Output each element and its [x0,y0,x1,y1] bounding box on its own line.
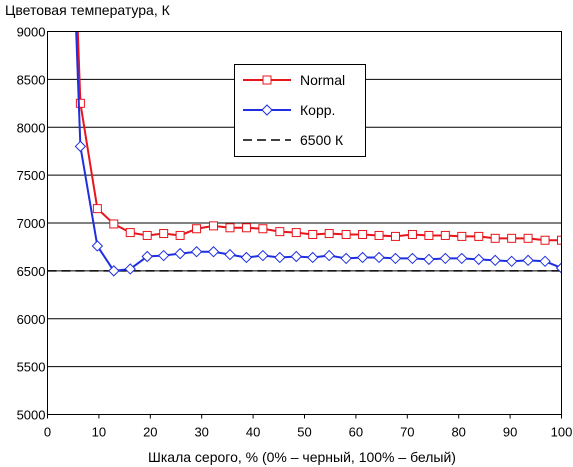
x-axis-title: Шкала серого, % (0% – черный, 100% – бел… [148,449,456,465]
y-tick-label: 5500 [17,360,46,375]
legend-label: Normal [300,72,345,88]
data-point [290,250,302,263]
data-point [341,229,351,239]
data-point [190,246,203,258]
data-point [207,246,220,258]
y-tick-label: 9000 [17,25,46,40]
series-1 [74,31,562,277]
x-tick-label: 40 [246,425,260,440]
x-tick-label: 20 [143,425,157,440]
data-point [490,233,500,243]
data-point [75,98,85,108]
data-point [157,249,170,262]
data-point [540,235,550,245]
data-point [358,229,368,239]
data-point [407,229,417,239]
y-tick-label: 7000 [17,216,46,231]
data-point [473,253,485,266]
data-point [557,235,562,245]
data-point [324,229,334,239]
data-point [474,231,484,241]
series-layer [47,31,562,277]
y-tick-label: 6000 [17,312,46,327]
data-point [522,254,534,267]
data-point [141,250,153,263]
data-point [456,252,468,265]
x-tick-label: 100 [551,425,573,440]
x-tick-label: 80 [451,425,465,440]
data-point [523,233,533,243]
data-point [323,249,335,262]
y-tick-label: 7500 [17,168,46,183]
plot-frame [47,31,562,415]
data-point [91,240,104,252]
x-tick-label: 10 [92,425,106,440]
data-point [274,251,286,264]
legend-label: 6500 К [300,132,344,148]
data-point [424,230,434,240]
data-point [555,262,562,274]
data-point [275,227,285,237]
y-tick-label: 8000 [17,120,46,135]
data-point [209,221,219,231]
data-point [307,251,319,264]
x-tick-label: 60 [349,425,363,440]
legend: Normal Корр. 6500 К [234,64,366,157]
legend-label: Корр. [300,102,335,118]
data-point [175,230,185,240]
data-point [225,223,235,233]
data-point [142,230,152,240]
y-tick-label: 5000 [17,408,46,423]
y-axis-title: Цветовая температура, К [5,2,171,18]
legend-swatch-marker [261,104,273,116]
data-point [109,219,119,229]
data-point [124,263,136,275]
data-point [439,252,452,265]
data-point [224,248,236,261]
data-point [108,265,120,277]
data-point [389,252,402,265]
x-tick-label: 90 [503,425,517,440]
data-point [390,231,400,241]
data-point [374,230,384,240]
data-point [423,253,435,266]
x-tick-label: 70 [400,425,414,440]
data-point [241,223,251,233]
data-point [159,229,169,239]
data-point [440,230,450,240]
data-point [356,251,369,264]
data-point [174,247,186,260]
data-point [373,251,385,264]
legend-swatch-marker [262,75,272,85]
x-tick-label: 50 [297,425,311,440]
y-tick-label: 8500 [17,72,46,87]
y-tick-label: 6500 [17,264,46,279]
data-point [192,224,202,234]
data-point [92,204,102,214]
data-point [505,255,518,268]
data-point [489,254,501,267]
data-point [457,231,467,241]
x-tick-label: 0 [44,425,51,440]
data-point [308,229,318,239]
data-point [74,140,87,153]
data-point [240,251,253,264]
data-point [291,228,301,238]
data-point [258,224,268,234]
data-point [125,228,135,238]
data-point [257,249,269,262]
x-tick-label: 30 [194,425,208,440]
data-point [539,255,551,268]
tick-labels: 5000 5500 6000 6500 7000 7500 8000 8500 9000 0 10 2… [17,25,573,440]
data-point [340,252,352,265]
data-point [406,252,419,265]
data-point [507,233,517,243]
series-0 [75,31,562,245]
